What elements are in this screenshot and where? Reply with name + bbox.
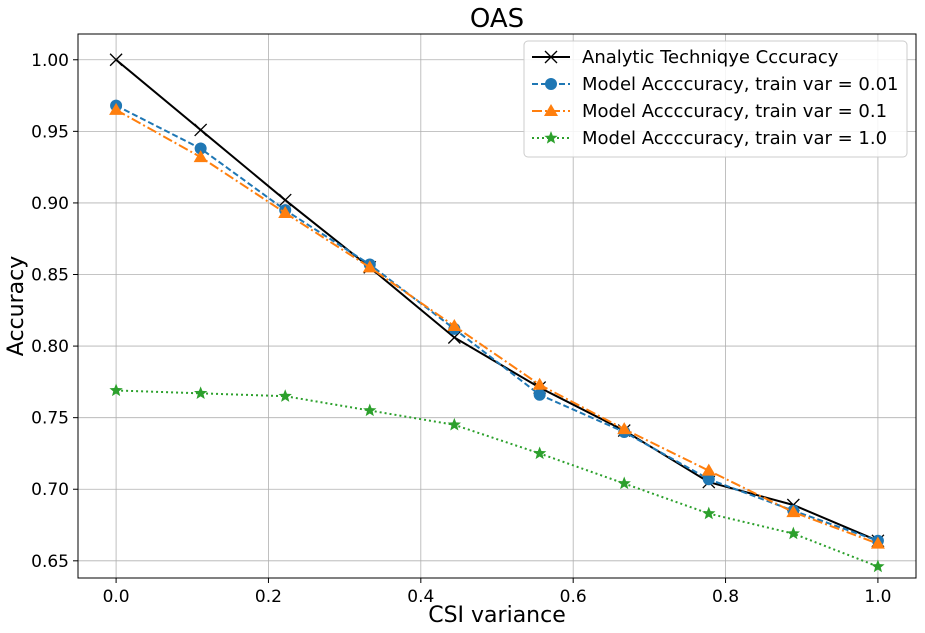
data-point <box>278 389 292 402</box>
data-point <box>447 331 461 344</box>
legend-item: Model Accccuracy, train var = 0.1 <box>532 101 887 122</box>
legend-box <box>523 40 908 158</box>
data-point <box>447 319 462 332</box>
data-point <box>702 506 716 520</box>
series-lines <box>109 53 885 573</box>
data-point <box>702 473 715 486</box>
data-point <box>109 102 124 115</box>
data-point <box>870 536 885 549</box>
data-point <box>617 476 631 490</box>
legend-marker <box>545 78 557 90</box>
legend-label: Model Accccuracy, train var = 0.01 <box>582 74 899 95</box>
data-point <box>786 505 801 518</box>
x-tick-label: 1.0 <box>864 587 891 607</box>
legend-item: Model Accccuracy, train var = 1.0 <box>532 128 887 149</box>
legend-marker <box>544 104 558 116</box>
y-tick-label: 0.70 <box>31 480 69 500</box>
data-point <box>278 205 293 218</box>
series-3 <box>109 102 885 549</box>
data-point <box>532 377 547 390</box>
series-2 <box>110 99 884 547</box>
legend-label: Model Accccuracy, train var = 1.0 <box>582 128 887 149</box>
x-tick-label: 0.4 <box>407 587 434 607</box>
legend-item: Analytic Techniqye Cccuracy <box>532 47 839 68</box>
legend-item: Model Accccuracy, train var = 0.01 <box>532 74 899 95</box>
data-point <box>447 417 461 431</box>
data-point <box>109 53 123 67</box>
data-point <box>533 446 547 460</box>
plot-area <box>77 33 917 579</box>
legend-label: Analytic Techniqye Cccuracy <box>582 47 839 68</box>
axis-ticks: 0.0 0.2 0.4 0.6 0.8 1.0 0.65 0.70 0.75 0.80 0.85 0.… <box>31 51 891 607</box>
data-point <box>194 386 208 399</box>
x-tick-label: 0.8 <box>712 587 739 607</box>
legend-marker <box>544 131 558 144</box>
legend-label: Model Accccuracy, train var = 0.1 <box>582 101 887 122</box>
data-point <box>533 388 546 401</box>
y-tick-label: 0.90 <box>31 194 69 214</box>
legend: Analytic Techniqye Cccuracy Model Accccur… <box>523 40 908 158</box>
legend-marker <box>544 50 558 64</box>
data-point <box>194 123 208 137</box>
y-tick-label: 0.65 <box>31 552 69 572</box>
y-tick-label: 1.00 <box>31 51 69 71</box>
data-point <box>362 260 377 273</box>
x-tick-label: 0.6 <box>560 587 587 607</box>
y-tick-label: 0.95 <box>31 122 69 142</box>
y-tick-label: 0.85 <box>31 266 69 286</box>
series-line <box>115 108 879 545</box>
data-point <box>109 383 123 397</box>
series-line <box>116 389 879 568</box>
series-line <box>115 104 879 542</box>
data-point <box>871 559 885 573</box>
data-point <box>617 422 632 435</box>
x-axis-label: CSI variance <box>428 603 566 628</box>
x-tick-label: 0.0 <box>103 587 130 607</box>
x-tick-label: 0.2 <box>255 587 282 607</box>
y-tick-label: 0.75 <box>31 409 69 429</box>
data-point <box>786 526 800 540</box>
chart-title: OAS <box>470 4 524 34</box>
y-axis-label: Accuracy <box>4 256 29 356</box>
data-point <box>278 193 292 207</box>
series-4 <box>109 383 885 573</box>
data-point <box>194 142 207 155</box>
data-point <box>363 403 377 417</box>
y-tick-label: 0.80 <box>31 337 69 357</box>
data-point <box>701 463 716 476</box>
data-point <box>193 150 208 163</box>
